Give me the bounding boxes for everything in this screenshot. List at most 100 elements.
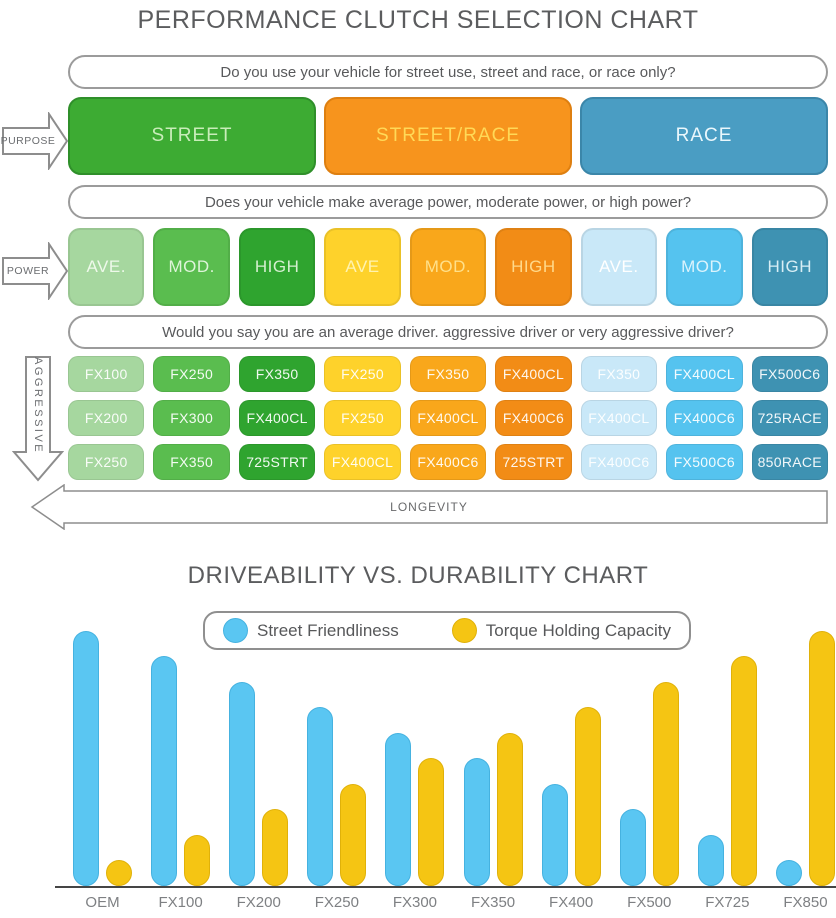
legend-item-1: Street Friendliness (223, 618, 399, 643)
torque-capacity-bar-fx850 (808, 631, 835, 886)
power-option-2: MOD. (153, 228, 230, 306)
torque-capacity-bar-fx200 (262, 809, 289, 886)
street-friendliness-bar-fx300 (385, 733, 412, 886)
aggressive-arrow: AGGRESSIVE (12, 356, 64, 482)
bar-group-fx725 (697, 656, 757, 886)
power-option-8: MOD. (666, 228, 743, 306)
x-axis-label-fx500: FX500 (627, 894, 672, 911)
bar-group-fx500 (619, 682, 679, 886)
power-arrow-label: POWER (6, 265, 50, 277)
matrix-cell-r1-c6: FX400CL (495, 356, 572, 392)
purpose-options-row: STREET STREET/RACE RACE (68, 97, 828, 175)
right-arrow-icon (2, 112, 68, 170)
matrix-cell-r3-c8: FX500C6 (666, 444, 743, 480)
right-arrow-icon (2, 242, 68, 300)
matrix-cell-r2-c5: FX400CL (409, 400, 487, 436)
street-friendliness-bar-fx500 (619, 809, 646, 886)
x-axis-label-fx850: FX850 (783, 894, 828, 911)
power-option-9: HIGH (751, 228, 828, 306)
matrix-cell-r1-c1: FX100 (68, 356, 145, 392)
legend-item-2: Torque Holding Capacity (451, 618, 671, 643)
power-option-3: HIGH (238, 228, 316, 306)
question-driver-style: Would you say you are an average driver.… (68, 315, 828, 349)
matrix-cell-r3-c6: 725STRT (495, 444, 572, 480)
matrix-cell-r1-c7: FX350 (580, 356, 658, 392)
matrix-cell-r1-c2: FX250 (153, 356, 230, 392)
power-option-7: AVE. (580, 228, 658, 306)
x-axis-label-fx400: FX400 (549, 894, 594, 911)
matrix-cell-r1-c5: FX350 (409, 356, 487, 392)
clutch-model-matrix: FX100 FX250 FX350 FX250 FX350 FX400CL FX350 FX4… (68, 356, 828, 480)
power-arrow: POWER (2, 242, 68, 300)
bar-group-fx350 (463, 733, 523, 886)
matrix-cell-r1-c9: FX500C6 (751, 356, 828, 392)
x-axis-label-fx300: FX300 (392, 894, 438, 911)
legend-label: Torque Holding Capacity (485, 620, 671, 640)
matrix-cell-r1-c3: FX350 (238, 356, 316, 392)
left-arrow-icon (30, 484, 828, 530)
street-friendliness-bar-oem (73, 631, 99, 886)
down-arrow-icon (12, 356, 64, 482)
power-option-6: HIGH (495, 228, 572, 306)
matrix-cell-r2-c9: 725RACE (751, 400, 828, 436)
bars-area (55, 630, 836, 888)
bar-group-fx200 (229, 682, 289, 886)
question-power: Does your vehicle make average power, mo… (68, 185, 828, 219)
x-axis-label-fx350: FX350 (470, 894, 516, 911)
bar-group-fx100 (151, 656, 211, 886)
bar-group-fx850 (775, 631, 835, 886)
purpose-option-street: STREET (68, 97, 316, 175)
power-option-4: AVE (324, 228, 401, 306)
matrix-cell-r2-c4: FX250 (324, 400, 401, 436)
chart-legend: Street Friendliness Torque Holding Capaci… (203, 611, 691, 650)
matrix-cell-r2-c7: FX400CL (580, 400, 658, 436)
matrix-cell-r3-c2: FX350 (153, 444, 230, 480)
matrix-cell-r3-c7: FX400C6 (580, 444, 658, 480)
purpose-option-race: RACE (580, 97, 828, 175)
power-option-5: MOD. (409, 228, 487, 306)
chart-title: DRIVEABILITY VS. DURABILITY CHART (187, 562, 649, 589)
matrix-cell-r2-c2: FX300 (153, 400, 230, 436)
matrix-cell-r3-c9: 850RACE (751, 444, 828, 480)
street-friendliness-dot-icon (223, 618, 248, 643)
street-friendliness-bar-fx250 (307, 707, 334, 886)
x-axis-label-fx725: FX725 (705, 894, 750, 911)
street-friendliness-bar-fx725 (697, 835, 724, 886)
longevity-arrow: LONGEVITY (30, 484, 828, 530)
torque-capacity-bar-fx500 (652, 682, 679, 886)
matrix-cell-r3-c4: FX400CL (324, 444, 401, 480)
bar-chart: OEM FX100 FX200 FX250 FX300 FX350 FX400 FX500 FX… (55, 630, 836, 911)
matrix-cell-r1-c8: FX400CL (666, 356, 743, 392)
matrix-cell-r3-c1: FX250 (68, 444, 145, 480)
street-friendliness-bar-fx350 (463, 758, 490, 886)
matrix-cell-r2-c3: FX400CL (238, 400, 316, 436)
power-options-row: AVE. MOD. HIGH AVE MOD. HIGH AVE. MOD. HIGH (68, 228, 828, 306)
bar-group-fx400 (541, 707, 601, 886)
torque-capacity-bar-fx300 (418, 758, 445, 886)
purpose-option-street-race: STREET/RACE (324, 97, 572, 175)
purpose-arrow-label: PURPOSE (0, 135, 56, 147)
power-option-1: AVE. (68, 228, 145, 306)
torque-capacity-bar-fx400 (574, 707, 601, 886)
x-axis-label-fx100: FX100 (158, 894, 203, 911)
torque-capacity-bar-fx350 (496, 733, 523, 886)
page-title: PERFORMANCE CLUTCH SELECTION CHART (137, 6, 699, 34)
question-purpose: Do you use your vehicle for street use, … (68, 55, 828, 89)
torque-capacity-dot-icon (451, 618, 477, 643)
x-axis-label-oem: OEM (85, 894, 120, 911)
bar-group-fx250 (307, 707, 367, 886)
matrix-cell-r3-c3: 725STRT (238, 444, 316, 480)
torque-capacity-bar-oem (106, 860, 132, 886)
torque-capacity-bar-fx250 (340, 784, 367, 886)
purpose-arrow: PURPOSE (0, 112, 68, 170)
matrix-cell-r1-c4: FX250 (324, 356, 401, 392)
matrix-cell-r2-c6: FX400C6 (495, 400, 572, 436)
bar-group-fx300 (385, 733, 445, 886)
torque-capacity-bar-fx100 (184, 835, 211, 886)
x-axis-label-fx200: FX200 (236, 894, 281, 911)
bar-group-oem (73, 631, 132, 886)
x-axis-labels: OEM FX100 FX200 FX250 FX300 FX350 FX400 FX500 FX… (55, 888, 836, 911)
street-friendliness-bar-fx100 (151, 656, 178, 886)
torque-capacity-bar-fx725 (730, 656, 757, 886)
